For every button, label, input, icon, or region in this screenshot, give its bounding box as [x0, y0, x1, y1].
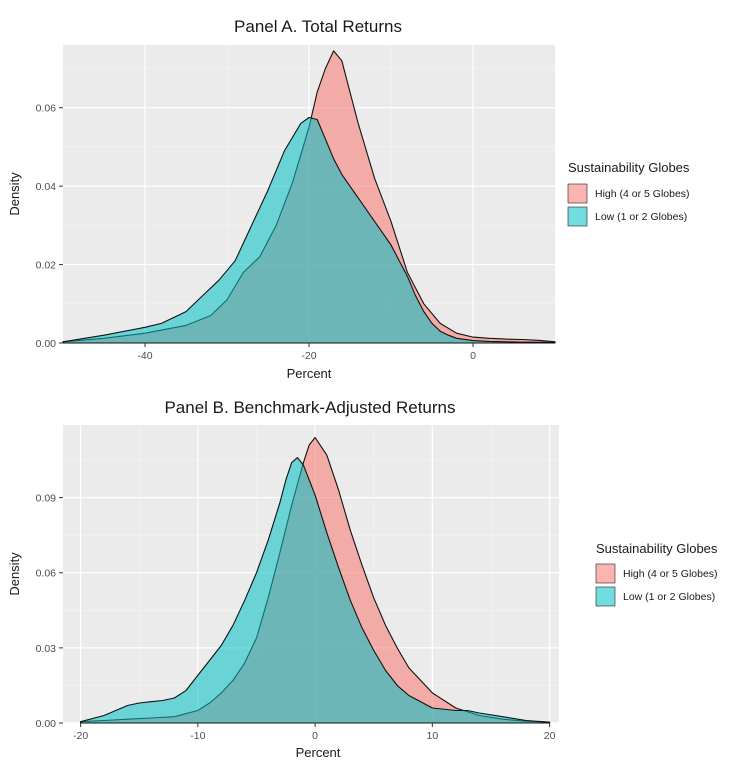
panel-a-legend: Sustainability Globes High (4 or 5 Globe…	[567, 160, 690, 227]
panel-a-density-area-low	[62, 116, 556, 344]
panel-b-x-tick-label: 10	[427, 730, 439, 742]
panel-a-y-axis-title: Density	[7, 172, 22, 216]
panel-b-x-tick-label: 20	[544, 730, 556, 742]
panel-b-y-axis-ticks: 0.00 0.03 0.06 0.09	[36, 493, 63, 730]
panel-a-x-tick-label: -40	[137, 350, 152, 362]
panel-a-x-tick-label: -20	[301, 350, 316, 362]
panel-b-density-area-low	[80, 457, 551, 724]
panel-b-benchmark-adjusted-returns: Panel B. Benchmark-Adjusted Returns -20-…	[7, 398, 718, 760]
panel-a-y-axis-ticks: 0.00 0.02 0.04 0.06	[36, 103, 63, 350]
panel-b-x-axis-ticks: -20 -10 0 10 20	[73, 723, 556, 742]
panel-a-legend-label-high: High (4 or 5 Globes)	[595, 188, 690, 200]
panel-a-legend-label-low: Low (1 or 2 Globes)	[595, 211, 687, 223]
panel-a-density-areas	[62, 50, 556, 344]
panel-b-x-axis-title: Percent	[296, 745, 341, 760]
panel-b-legend-label-low: Low (1 or 2 Globes)	[623, 591, 715, 603]
panel-a-x-tick-label: 0	[470, 350, 476, 362]
panel-b-legend-key-high	[595, 563, 616, 584]
panel-a-title: Panel A. Total Returns	[234, 17, 402, 36]
panel-a-x-axis-ticks: -40 -20 0	[137, 343, 476, 362]
panel-b-y-tick-label: 0.09	[36, 493, 57, 505]
panel-b-legend-label-high: High (4 or 5 Globes)	[623, 568, 718, 580]
panel-b-legend: Sustainability Globes High (4 or 5 Globe…	[595, 541, 718, 607]
panel-a-legend-title: Sustainability Globes	[568, 160, 690, 175]
panel-b-density-areas	[80, 436, 551, 724]
panel-b-y-tick-label: 0.00	[36, 718, 57, 730]
panel-b-x-tick-label: 0	[312, 730, 318, 742]
panel-a-total-returns: Panel A. Total Returns -40 -20 0 0.000.020…	[7, 17, 690, 381]
panel-b-y-tick-label: 0.06	[36, 568, 57, 580]
panel-a-legend-key-high	[567, 183, 588, 204]
panel-b-y-axis-title: Density	[7, 552, 22, 596]
panel-a-y-tick-label: 0.04	[36, 181, 57, 193]
panel-b-title: Panel B. Benchmark-Adjusted Returns	[164, 398, 455, 417]
panel-b-legend-title: Sustainability Globes	[596, 541, 718, 556]
panel-b-x-tick-label: -20	[73, 730, 88, 742]
panel-b-y-tick-label: 0.03	[36, 643, 57, 655]
panel-b-legend-key-low	[595, 586, 616, 607]
panel-a-y-tick-label: 0.06	[36, 103, 57, 115]
panel-a-y-tick-label: 0.00	[36, 338, 57, 350]
panel-b-x-tick-label: -10	[190, 730, 205, 742]
panel-a-y-tick-label: 0.02	[36, 260, 57, 272]
panel-a-x-axis-title: Percent	[287, 366, 332, 381]
panel-a-legend-key-low	[567, 206, 588, 227]
